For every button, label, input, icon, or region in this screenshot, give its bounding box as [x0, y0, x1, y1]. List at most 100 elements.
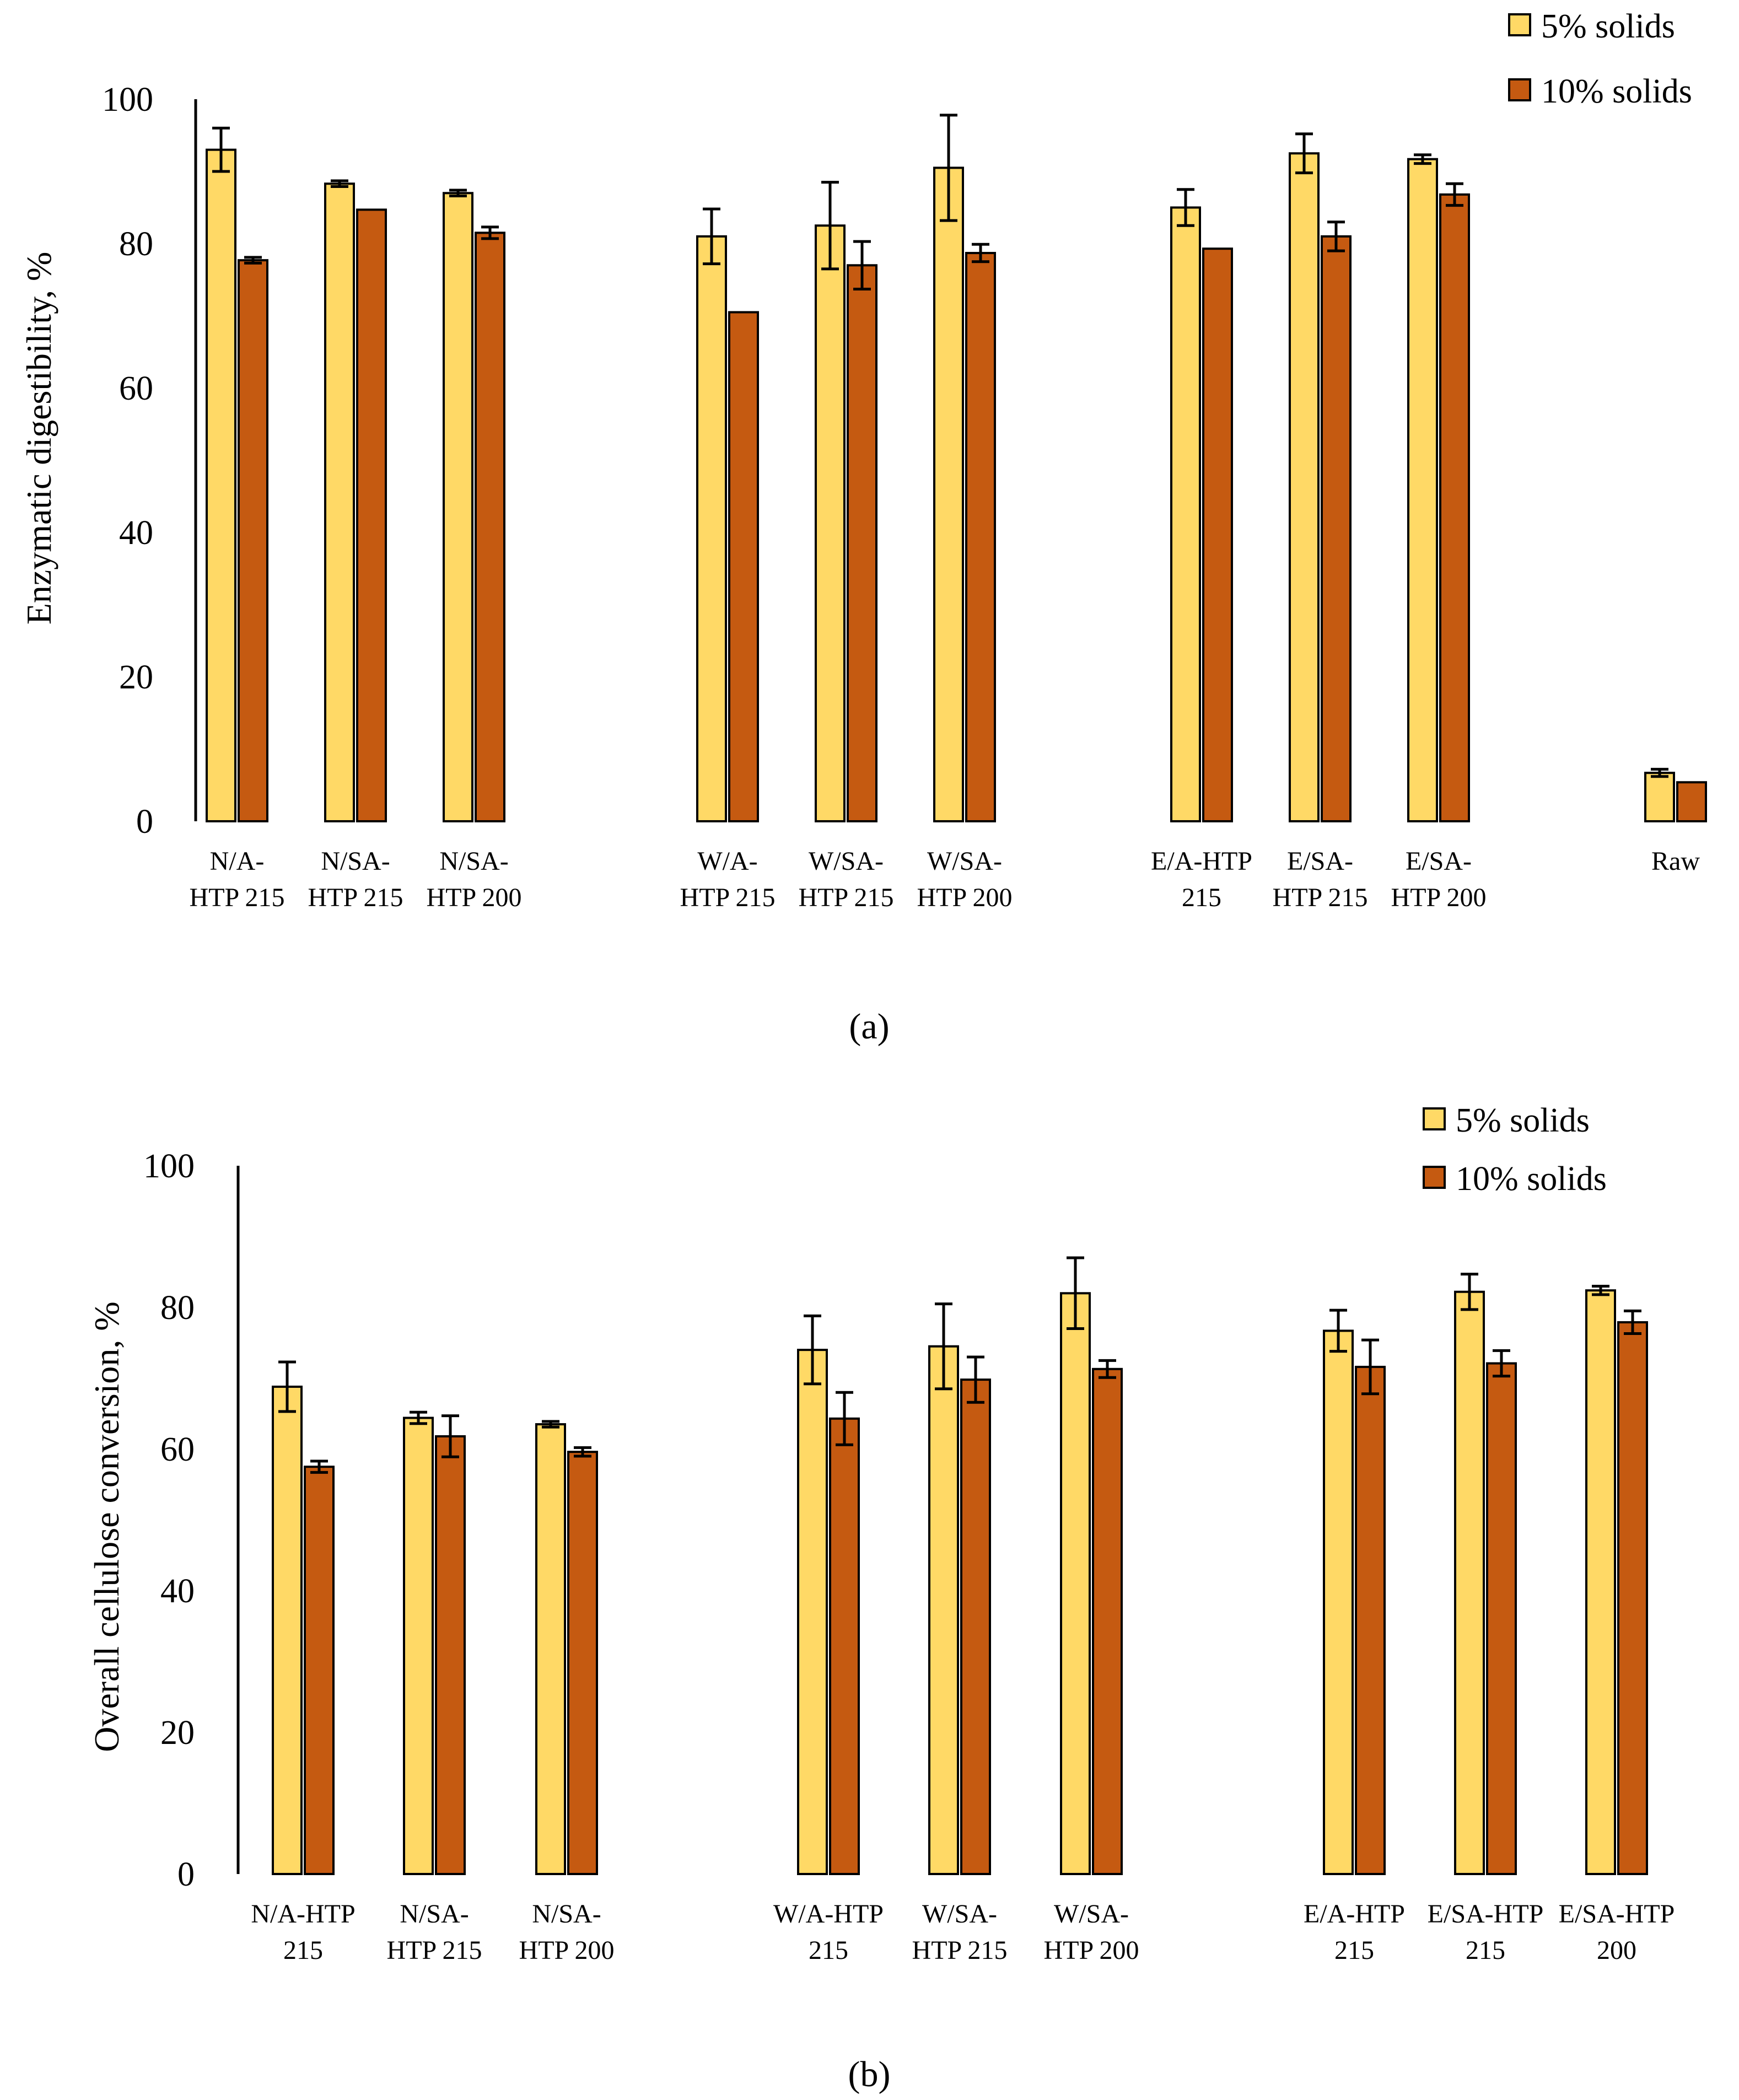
chart-a-bar-5pct — [933, 166, 964, 823]
chart-a-category-label: HTP 200 — [427, 883, 522, 912]
chart-a-bar-10pct — [238, 259, 268, 822]
chart-a-error-bar — [1177, 188, 1194, 227]
chart-a-error-bar — [972, 243, 989, 263]
chart-b-category-label: N/A-HTP — [251, 1899, 355, 1929]
chart-b-bar-5pct — [1323, 1329, 1354, 1875]
chart-a-error-bar — [481, 225, 499, 240]
chart-a-bar-5pct — [1407, 158, 1438, 823]
chart-b-error-bar — [574, 1446, 591, 1458]
chart-a-y-tick-label: 0 — [136, 803, 153, 841]
chart-b-error-bar — [278, 1360, 296, 1413]
chart-a-category-label: E/SA- — [1406, 847, 1472, 876]
chart-a-category-label: HTP 215 — [680, 883, 776, 912]
chart-b-bar-10pct — [1617, 1321, 1648, 1876]
chart-b-error-bar — [1592, 1284, 1609, 1296]
chart-a-legend-swatch-10 — [1508, 78, 1531, 101]
chart-a-category-label: N/A- — [210, 847, 265, 876]
chart-a-category-label: N/SA- — [321, 847, 390, 876]
chart-b-bar-10pct — [829, 1417, 860, 1876]
chart-b-error-bar — [410, 1410, 427, 1425]
chart-b-error-bar — [1361, 1338, 1379, 1396]
chart-b-legend-label-10: 10% solids — [1456, 1160, 1607, 1198]
chart-a-bar-10pct — [847, 264, 877, 822]
chart-a-error-bar — [331, 179, 348, 189]
chart-a-error-bar — [940, 114, 957, 222]
chart-b-bar-10pct — [960, 1379, 991, 1876]
chart-b-error-bar — [1461, 1273, 1478, 1311]
chart-a-y-axis-label: Enzymatic digestibility, % — [19, 252, 58, 625]
chart-b-bar-10pct — [1092, 1367, 1123, 1875]
chart-b-category-label: E/A-HTP — [1304, 1899, 1405, 1929]
chart-b-category-label: 215 — [1334, 1936, 1374, 1965]
chart-b-bar-5pct — [535, 1423, 566, 1875]
chart-a-legend: 5% solids 10% solids — [1508, 8, 1692, 110]
chart-b-y-tick-label: 0 — [177, 1856, 195, 1893]
chart-a-category-label: E/SA- — [1287, 847, 1353, 876]
chart-b-bar-10pct — [304, 1466, 335, 1875]
chart-b-error-bar — [542, 1420, 559, 1429]
chart-b-error-bar — [967, 1355, 984, 1404]
chart-a-category-label: HTP 215 — [190, 883, 285, 912]
chart-b-category-label: N/SA- — [400, 1899, 469, 1929]
chart-a-bar-10pct — [1321, 235, 1352, 822]
chart-b-category-label: HTP 200 — [519, 1936, 615, 1965]
chart-b-category-label: 215 — [809, 1936, 848, 1965]
chart-a-category-label: W/SA- — [927, 847, 1002, 876]
chart-a-category-label: HTP 215 — [1273, 883, 1368, 912]
chart-a-error-bar — [244, 256, 262, 265]
chart-b-category-label: 215 — [1466, 1936, 1505, 1965]
chart-a-error-bar — [853, 240, 871, 291]
chart-a-category-label: HTP 200 — [917, 883, 1013, 912]
chart-b-y-tick-label: 20 — [160, 1714, 195, 1752]
chart-b-bar-5pct — [1585, 1289, 1616, 1875]
chart-a-bar-5pct — [324, 182, 355, 822]
chart-b-bar-10pct — [567, 1451, 598, 1875]
chart-a-bar-5pct — [696, 235, 727, 822]
chart-a-bar-10pct — [965, 252, 996, 822]
chart-a-y-tick-label: 80 — [119, 225, 153, 263]
chart-b: 0 20 40 60 80 100 N/A-HTP 215 N/SA- HTP 215 N/SA-… — [87, 1102, 1675, 2094]
chart-b-y-tick-label: 60 — [160, 1431, 195, 1468]
chart-a-category-label: HTP 215 — [308, 883, 403, 912]
chart-a-error-bar — [1446, 182, 1463, 207]
chart-a-category-label: HTP 200 — [1391, 883, 1487, 912]
chart-b-error-bar — [804, 1314, 821, 1386]
chart-a-error-bar — [212, 126, 230, 173]
chart-a-category-label: 215 — [1182, 883, 1221, 912]
chart-b-bar-5pct — [272, 1385, 303, 1875]
chart-a-bar-5pct — [815, 224, 846, 822]
chart-b-bar-5pct — [403, 1417, 434, 1875]
chart-b-category-label: E/SA-HTP — [1428, 1899, 1544, 1929]
chart-b-bar-10pct — [1355, 1365, 1386, 1875]
chart-b-category-label: 215 — [283, 1936, 323, 1965]
chart-b-category-label: N/SA- — [532, 1899, 601, 1929]
chart-b-legend-swatch-10 — [1423, 1166, 1446, 1189]
chart-b-error-bar — [836, 1391, 853, 1446]
chart-a-legend-swatch-5 — [1508, 13, 1531, 36]
chart-b-y-tick-label: 100 — [143, 1148, 195, 1185]
chart-b-category-label: 200 — [1597, 1936, 1636, 1965]
chart-b-error-bar — [935, 1302, 952, 1391]
chart-b-bar-5pct — [928, 1345, 959, 1876]
chart-a-y-tick-label: 40 — [119, 514, 153, 552]
chart-b-error-bar — [1493, 1349, 1510, 1378]
chart-b-error-bar — [1329, 1309, 1347, 1353]
chart-b-y-axis-label: Overall cellulose conversion, % — [87, 1301, 126, 1752]
chart-b-y-tick-label: 40 — [160, 1573, 195, 1610]
chart-b-category-label: HTP 215 — [387, 1936, 482, 1965]
chart-a-bar-5pct — [206, 148, 236, 823]
chart-b-error-bar — [310, 1460, 328, 1474]
chart-b-category-label: HTP 215 — [912, 1936, 1008, 1965]
chart-a-y-tick-label: 60 — [119, 370, 153, 407]
chart-b-legend: 5% solids 10% solids — [1423, 1102, 1607, 1198]
chart-b-panel-label: (b) — [848, 2054, 891, 2094]
chart-b-category-label: HTP 200 — [1044, 1936, 1139, 1965]
chart-a-error-bar — [821, 181, 839, 271]
chart-a-error-bar — [1327, 220, 1345, 252]
chart-b-category-label: W/SA- — [1054, 1899, 1129, 1929]
chart-a-bar-5pct — [1289, 152, 1320, 822]
chart-a-bar-5pct — [443, 192, 473, 822]
chart-a-error-bar — [1295, 132, 1313, 175]
chart-a-category-label: N/SA- — [439, 847, 508, 876]
chart-a-category-label: W/A- — [697, 847, 757, 876]
